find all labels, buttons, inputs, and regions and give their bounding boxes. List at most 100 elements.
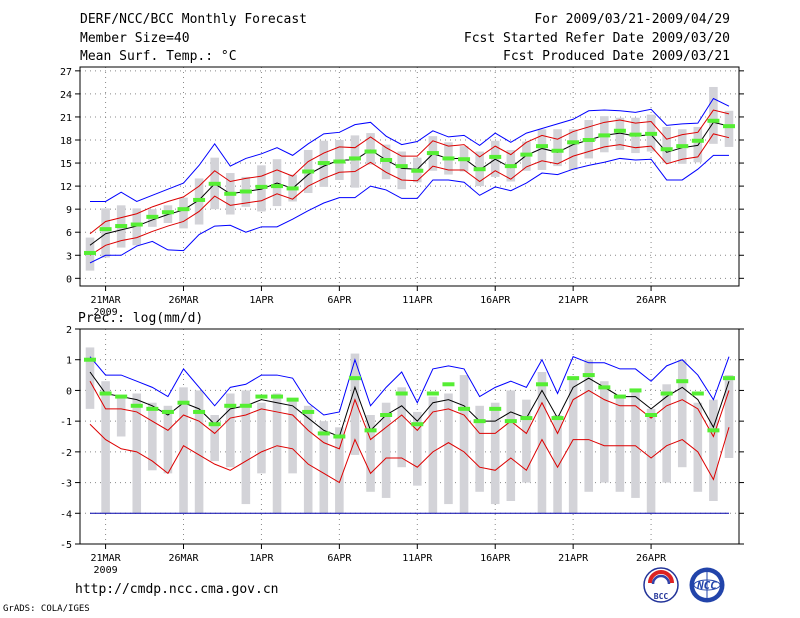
prec-spread-box bbox=[179, 387, 188, 514]
prec-spread-box bbox=[693, 402, 703, 492]
temp-observation-marker bbox=[255, 184, 268, 189]
prec-spread-box bbox=[85, 347, 95, 409]
temp-spread-box bbox=[537, 129, 547, 170]
temp-observation-marker bbox=[535, 144, 548, 149]
prec-observation-marker bbox=[613, 394, 626, 399]
prec-x-tick-label: 21APR bbox=[558, 553, 589, 564]
prec-observation-marker bbox=[177, 400, 190, 405]
prec-observation-marker bbox=[458, 406, 471, 411]
prec-spread-box bbox=[677, 359, 687, 468]
prec-spread-box bbox=[225, 393, 235, 468]
temp-spread-box bbox=[366, 133, 375, 165]
prec-spread-box bbox=[475, 405, 484, 492]
temp-observation-marker bbox=[99, 227, 112, 232]
temp-observation-marker bbox=[115, 224, 128, 229]
temp-spread-box bbox=[724, 110, 734, 147]
forecast-period: For 2009/03/21-2009/04/29 bbox=[534, 12, 730, 27]
temp-observation-marker bbox=[208, 181, 221, 186]
prec-observation-marker bbox=[302, 409, 315, 414]
temp-observation-marker bbox=[707, 118, 720, 123]
temp-x-tick-label: 1APR bbox=[249, 295, 274, 306]
prec-y-tick-label: 0 bbox=[66, 386, 72, 397]
prec-spread-box bbox=[303, 405, 313, 514]
prec-observation-marker bbox=[115, 394, 128, 399]
prec-observation-marker bbox=[317, 431, 330, 436]
prec-plot-frame bbox=[79, 328, 740, 545]
temp-y-tick-label: 27 bbox=[60, 67, 72, 78]
temp-observation-marker bbox=[224, 191, 237, 196]
temp-spread-box bbox=[101, 208, 110, 258]
temp-observation-marker bbox=[239, 189, 252, 194]
temp-plot-frame bbox=[79, 66, 740, 287]
temp-spread-box bbox=[615, 117, 625, 150]
temp-observation-marker bbox=[271, 184, 284, 189]
temp-observation-marker bbox=[660, 147, 673, 152]
prec-observation-marker bbox=[551, 416, 564, 421]
temp-observation-marker bbox=[676, 144, 689, 149]
forecast-title: DERF/NCC/BCC Monthly Forecast bbox=[80, 12, 307, 27]
temp-observation-marker bbox=[520, 152, 533, 157]
ncc-logo: NCC bbox=[689, 567, 725, 603]
prec-spread-box bbox=[428, 396, 438, 514]
prec-y-tick-label: -1 bbox=[60, 417, 72, 428]
precipitation-chart: -5 -4 -3 -2 -1 0 1 2 21MAR 26MAR 1APR 6APR 11APR 16AP… bbox=[60, 311, 744, 576]
prec-observation-marker bbox=[208, 422, 221, 427]
prec-x-tick-label: 21MAR bbox=[91, 553, 122, 564]
bcc-logo-text: BCC bbox=[654, 592, 669, 601]
prec-observation-marker bbox=[161, 409, 174, 414]
temperature-chart: 0 3 6 9 12 15 18 21 24 27 21MAR 26MAR 1APR 6APR 11APR 1… bbox=[60, 66, 744, 318]
produced-date: Fcst Produced Date 2009/03/21 bbox=[503, 49, 730, 64]
temp-observation-marker bbox=[504, 164, 517, 169]
prec-spread-box bbox=[646, 408, 656, 514]
source-url[interactable]: http://cmdp.ncc.cma.gov.cn bbox=[75, 582, 279, 597]
temp-observation-marker bbox=[723, 124, 735, 129]
temp-observation-marker bbox=[645, 131, 658, 136]
prec-spread-box bbox=[101, 381, 110, 514]
temp-observation-marker bbox=[364, 149, 377, 154]
prec-y-tick-label: -2 bbox=[60, 448, 72, 459]
temp-observation-marker bbox=[333, 159, 346, 164]
temp-observation-marker bbox=[286, 186, 299, 191]
prec-spread-box bbox=[148, 402, 157, 471]
temp-y-tick-label: 21 bbox=[60, 113, 72, 124]
temp-lower-line bbox=[89, 154, 729, 264]
prec-spread-box bbox=[366, 415, 375, 492]
prec-observation-marker bbox=[411, 422, 424, 427]
bcc-logo: BCC bbox=[643, 567, 679, 603]
prec-observation-marker bbox=[567, 376, 580, 381]
prec-observation-marker bbox=[489, 406, 502, 411]
temp-spread-box bbox=[397, 151, 406, 190]
prec-observation-marker bbox=[130, 403, 143, 408]
temp-observation-marker bbox=[598, 133, 611, 138]
temp-lower_spread-line bbox=[89, 133, 730, 256]
prec-x-tick-label: 26APR bbox=[636, 553, 667, 564]
temp-observation-marker bbox=[582, 138, 595, 142]
prec-y-tick-label: -5 bbox=[60, 540, 72, 551]
prec-y-tick-label: -3 bbox=[60, 479, 72, 490]
prec-observation-marker bbox=[707, 428, 720, 433]
prec-spread-box bbox=[397, 387, 406, 468]
prec-observation-marker bbox=[676, 379, 689, 384]
temp-y-tick-label: 3 bbox=[66, 251, 72, 262]
prec-upper-line bbox=[89, 355, 730, 416]
prec-year-label: 2009 bbox=[94, 565, 118, 576]
prec-title: Prec.: log(mm/d) bbox=[78, 311, 203, 326]
prec-observation-marker bbox=[224, 403, 237, 408]
temp-x-tick-label: 21MAR bbox=[91, 295, 122, 306]
prec-spread-box bbox=[163, 405, 173, 474]
variable-label: Mean Surf. Temp.: °C bbox=[80, 49, 237, 64]
prec-observation-marker bbox=[380, 413, 393, 417]
prec-spread-box bbox=[241, 390, 251, 505]
temp-observation-marker bbox=[380, 157, 393, 162]
prec-spread-box bbox=[444, 393, 453, 505]
prec-spread-box bbox=[724, 375, 734, 458]
temp-observation-marker bbox=[177, 207, 190, 212]
prec-observation-marker bbox=[660, 391, 673, 396]
temp-observation-marker bbox=[613, 128, 626, 133]
temp-observation-marker bbox=[395, 164, 408, 169]
prec-observation-marker bbox=[333, 434, 346, 439]
prec-x-tick-label: 26MAR bbox=[168, 553, 199, 564]
prec-spread-box bbox=[709, 399, 718, 501]
temp-spread-box bbox=[350, 135, 360, 188]
temp-observation-marker bbox=[317, 161, 330, 166]
